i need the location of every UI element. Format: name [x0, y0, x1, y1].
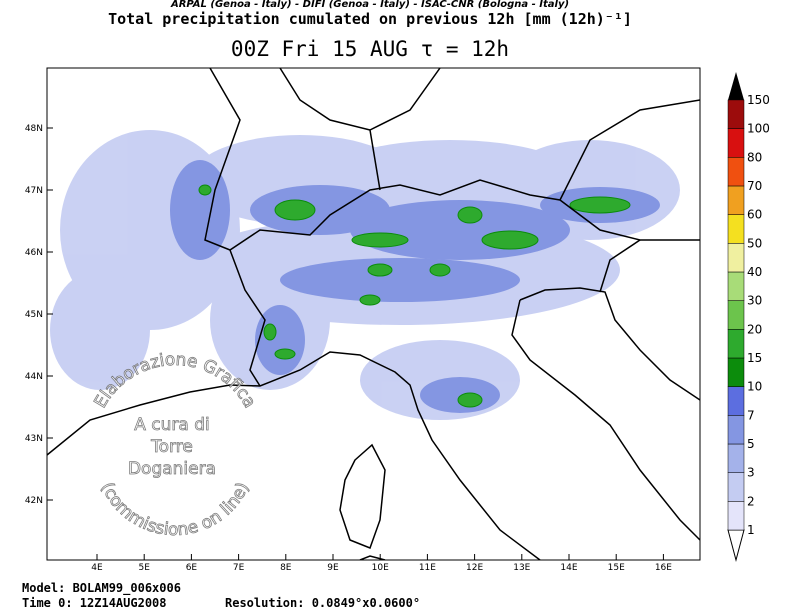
colorbar-segment — [727, 415, 745, 445]
colorbar-label: 30 — [747, 294, 762, 308]
colorbar-segment — [727, 443, 745, 473]
footer-time: Time 0: 12Z14AUG2008 — [22, 596, 167, 610]
lon-label: 11E — [419, 563, 436, 573]
precipitation-field — [47, 68, 700, 560]
colorbar-segment — [727, 472, 745, 502]
lon-label: 10E — [372, 563, 389, 573]
colorbar-label: 10 — [747, 380, 762, 394]
institutions: ARPAL (Genoa - Italy) - DIFI (Genoa - It… — [170, 0, 569, 10]
lon-label: 9E — [327, 563, 339, 573]
colorbar-segment — [727, 185, 745, 215]
lat-label: 42N — [25, 496, 43, 506]
colorbar-over — [728, 72, 744, 100]
lon-label: 7E — [233, 563, 245, 573]
lon-label: 13E — [513, 563, 530, 573]
lon-label: 8E — [280, 563, 292, 573]
lon-label: 15E — [608, 563, 625, 573]
colorbar-label: 50 — [747, 236, 762, 250]
colorbar-segment — [727, 300, 745, 330]
colorbar-segment — [727, 214, 745, 244]
colorbar-label: 60 — [747, 208, 762, 222]
lon-label: 12E — [466, 563, 483, 573]
colorbar-segment — [727, 243, 745, 273]
colorbar-label: 40 — [747, 265, 762, 279]
lon-labels: 4E 5E 6E 7E 8E 9E 10E 11E 12E 13E 14E 15E 16E — [91, 554, 672, 573]
watermark-line: A cura di — [134, 415, 209, 435]
colorbar-segment — [727, 386, 745, 416]
watermark-line: Torre — [150, 437, 193, 457]
colorbar-segment — [727, 128, 745, 158]
title: Total precipitation cumulated on previou… — [108, 10, 632, 28]
lon-label: 16E — [655, 563, 672, 573]
lon-label: 14E — [560, 563, 577, 573]
colorbar-label: 80 — [747, 150, 762, 164]
lat-label: 46N — [25, 248, 43, 258]
lat-labels: 48N 47N 46N 45N 44N 43N 42N — [25, 124, 53, 506]
lat-label: 47N — [25, 186, 43, 196]
colorbar-segment — [727, 157, 745, 187]
colorbar-label: 150 — [747, 93, 770, 107]
colorbar-under — [727, 529, 745, 562]
colorbar-label: 20 — [747, 322, 762, 336]
colorbar-label: 5 — [747, 437, 755, 451]
colorbar-segment — [727, 501, 745, 531]
colorbar-label: 1 — [747, 523, 755, 537]
lon-label: 5E — [138, 563, 150, 573]
map: 48N 47N 46N 45N 44N 43N 42N 4E 5E 6E 7E 8E 9E 10E 11E… — [25, 67, 701, 573]
footer-model: Model: BOLAM99_006x006 — [22, 581, 181, 596]
time-title: 00Z Fri 15 AUG τ = 12h — [231, 37, 509, 61]
colorbar-segment — [727, 271, 745, 301]
colorbar-label: 2 — [747, 494, 755, 508]
lat-label: 43N — [25, 434, 43, 444]
colorbar: 1 2 3 5 7 10 15 20 30 40 50 60 70 80 100 150 — [727, 72, 770, 562]
colorbar-label: 15 — [747, 351, 762, 365]
colorbar-label: 100 — [747, 122, 770, 136]
lon-label: 4E — [91, 563, 103, 573]
watermark-line: Doganiera — [128, 459, 216, 479]
lat-label: 45N — [25, 310, 43, 320]
colorbar-segment — [727, 357, 745, 387]
colorbar-segment — [727, 99, 745, 129]
colorbar-label: 3 — [747, 466, 755, 480]
colorbar-label: 7 — [747, 408, 755, 422]
lon-label: 6E — [186, 563, 198, 573]
lat-label: 48N — [25, 124, 43, 134]
colorbar-label: 70 — [747, 179, 762, 193]
colorbar-segment — [727, 329, 745, 359]
lat-label: 44N — [25, 372, 43, 382]
footer-resolution: Resolution: 0.0849°x0.0600° — [225, 596, 420, 610]
